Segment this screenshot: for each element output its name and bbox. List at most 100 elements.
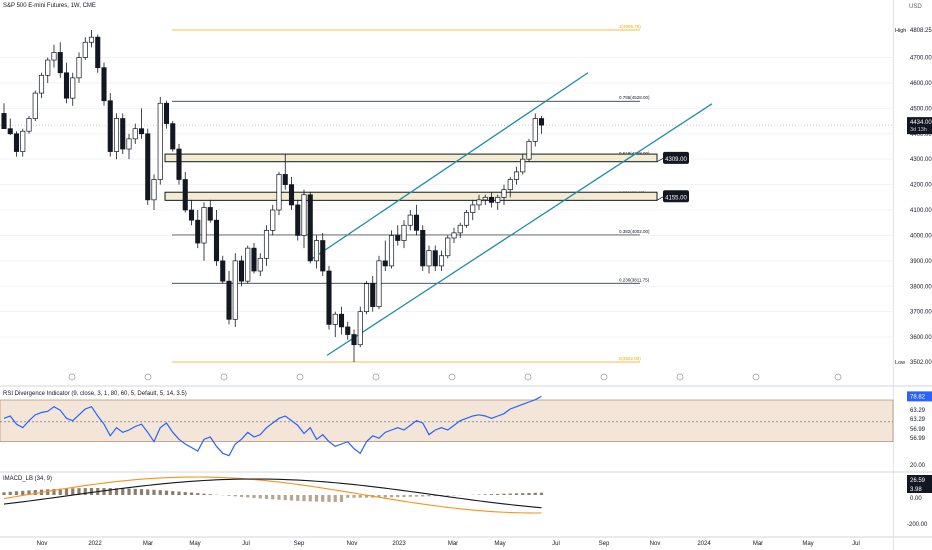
price-tick-label: 4600.00 bbox=[910, 81, 932, 87]
macd-histogram-bar bbox=[333, 495, 337, 502]
macd-histogram-bar bbox=[414, 495, 419, 497]
candle-body bbox=[276, 174, 282, 211]
zone-price-label: 4309.00 bbox=[665, 157, 687, 163]
candle-body bbox=[70, 77, 76, 99]
macd-histogram-bar bbox=[246, 495, 250, 498]
macd-value-label-2: 3.98 bbox=[910, 487, 922, 493]
time-axis: Nov 2022 Mar May Jul Sep Nov 2023 Mar May Jul Sep No… bbox=[37, 541, 860, 547]
macd-histogram-bar bbox=[496, 493, 500, 495]
candle-body bbox=[482, 196, 488, 201]
candle-body bbox=[388, 235, 395, 267]
candle-body bbox=[145, 133, 151, 201]
macd-histogram-bar bbox=[164, 490, 169, 495]
macd-histogram-bar bbox=[152, 489, 156, 495]
price-tick-label: 3700.00 bbox=[910, 310, 932, 316]
macd-histogram-bar bbox=[8, 491, 12, 495]
currency-label: USD bbox=[909, 4, 922, 10]
macd-histogram-bar bbox=[446, 495, 450, 496]
current-price-label: 4434.00 bbox=[910, 120, 932, 126]
candle-body bbox=[413, 214, 420, 231]
candle-body bbox=[207, 207, 213, 221]
candle-body bbox=[320, 240, 326, 272]
macd-histogram-bar bbox=[46, 489, 50, 495]
price-tick-label: 3800.00 bbox=[910, 284, 932, 290]
macd-value-label-3: 0.00 bbox=[910, 496, 922, 502]
candle-body bbox=[213, 219, 220, 262]
candle-body bbox=[220, 260, 226, 282]
macd-histogram-bar bbox=[308, 495, 312, 502]
macd-signal-line bbox=[3, 478, 542, 509]
macd-histogram-bar bbox=[289, 495, 294, 501]
candle-body bbox=[257, 257, 263, 272]
rsi-title: RSI Divergence Indicator (9, close, 3, 1… bbox=[3, 391, 187, 397]
event-marker-icon bbox=[296, 373, 304, 381]
macd-histogram-bar bbox=[277, 495, 281, 500]
macd-histogram-bar bbox=[314, 495, 319, 502]
candle-body bbox=[520, 158, 526, 173]
macd-histogram-bar bbox=[527, 493, 531, 495]
candle-body bbox=[7, 128, 13, 135]
candle-body bbox=[495, 196, 501, 203]
candle-body bbox=[176, 148, 182, 180]
rsi-tick-label: 56.99 bbox=[910, 436, 926, 442]
time-tick-label: Nov bbox=[650, 541, 661, 547]
price-tick-label: 4200.00 bbox=[910, 183, 932, 189]
macd-histogram-bar bbox=[114, 488, 119, 495]
event-marker-icon bbox=[524, 373, 532, 381]
macd-line bbox=[3, 476, 542, 514]
zone-callout-line bbox=[656, 195, 665, 201]
current-price-tag bbox=[907, 117, 932, 135]
macd-histogram-bar bbox=[258, 495, 262, 499]
candle-body bbox=[338, 313, 345, 328]
candle-body bbox=[32, 92, 38, 119]
time-tick-label: May bbox=[189, 541, 200, 547]
candle-body bbox=[426, 250, 432, 267]
candle-body bbox=[151, 179, 157, 201]
high-label: High bbox=[895, 28, 906, 34]
candle-body bbox=[82, 41, 88, 58]
macd-histogram-bar bbox=[421, 495, 425, 497]
candle-body bbox=[451, 232, 457, 239]
time-tick-label: Jul bbox=[552, 541, 560, 547]
rsi-value-tag bbox=[907, 391, 932, 402]
price-tick-label: 4400.00 bbox=[910, 132, 932, 138]
event-marker-icon bbox=[220, 373, 228, 381]
candle-body bbox=[420, 229, 426, 267]
macd-title: IMACD_LB (34, 9) bbox=[3, 476, 53, 482]
macd-tick-label: -200.00 bbox=[907, 522, 928, 528]
macd-histogram-bar bbox=[177, 491, 181, 495]
macd-histogram-bar bbox=[121, 488, 125, 495]
candle-body bbox=[88, 36, 95, 43]
candle-body bbox=[351, 334, 357, 346]
time-tick-label: Mar bbox=[753, 541, 763, 547]
candle-body bbox=[463, 212, 470, 226]
candle-body bbox=[182, 179, 188, 211]
candle-body bbox=[382, 260, 388, 267]
fib-level-label: 0(3502.00) bbox=[619, 356, 641, 361]
macd-histogram-bar bbox=[321, 495, 325, 502]
macd-histogram-bar bbox=[233, 495, 237, 497]
countdown-label: 3d 13h bbox=[910, 127, 927, 133]
macd-histogram-bar bbox=[364, 495, 369, 498]
macd-histogram-bar bbox=[383, 495, 387, 498]
macd-histogram-bar bbox=[502, 493, 506, 495]
macd-histogram-bar bbox=[377, 495, 381, 498]
candle-body bbox=[288, 184, 295, 206]
macd-histogram-bar bbox=[521, 493, 525, 495]
macd-value-label-1: 26.59 bbox=[910, 478, 926, 484]
candle-body bbox=[532, 118, 538, 142]
macd-histogram-bar bbox=[296, 495, 300, 501]
time-tick-label: Jul bbox=[242, 541, 250, 547]
candle-body bbox=[363, 283, 370, 313]
macd-histogram-bar bbox=[302, 495, 306, 502]
rsi-layer: 78.82 63.29 63.29 56.99 56.99 20.00 bbox=[0, 391, 932, 469]
macd-histogram-bar bbox=[433, 495, 437, 497]
macd-histogram-bar bbox=[189, 492, 194, 495]
macd-histogram-bar bbox=[71, 488, 75, 495]
sr-zone bbox=[164, 191, 658, 201]
candle-body bbox=[263, 229, 270, 259]
macd-histogram-bar bbox=[89, 488, 94, 495]
candle-body bbox=[457, 224, 463, 234]
